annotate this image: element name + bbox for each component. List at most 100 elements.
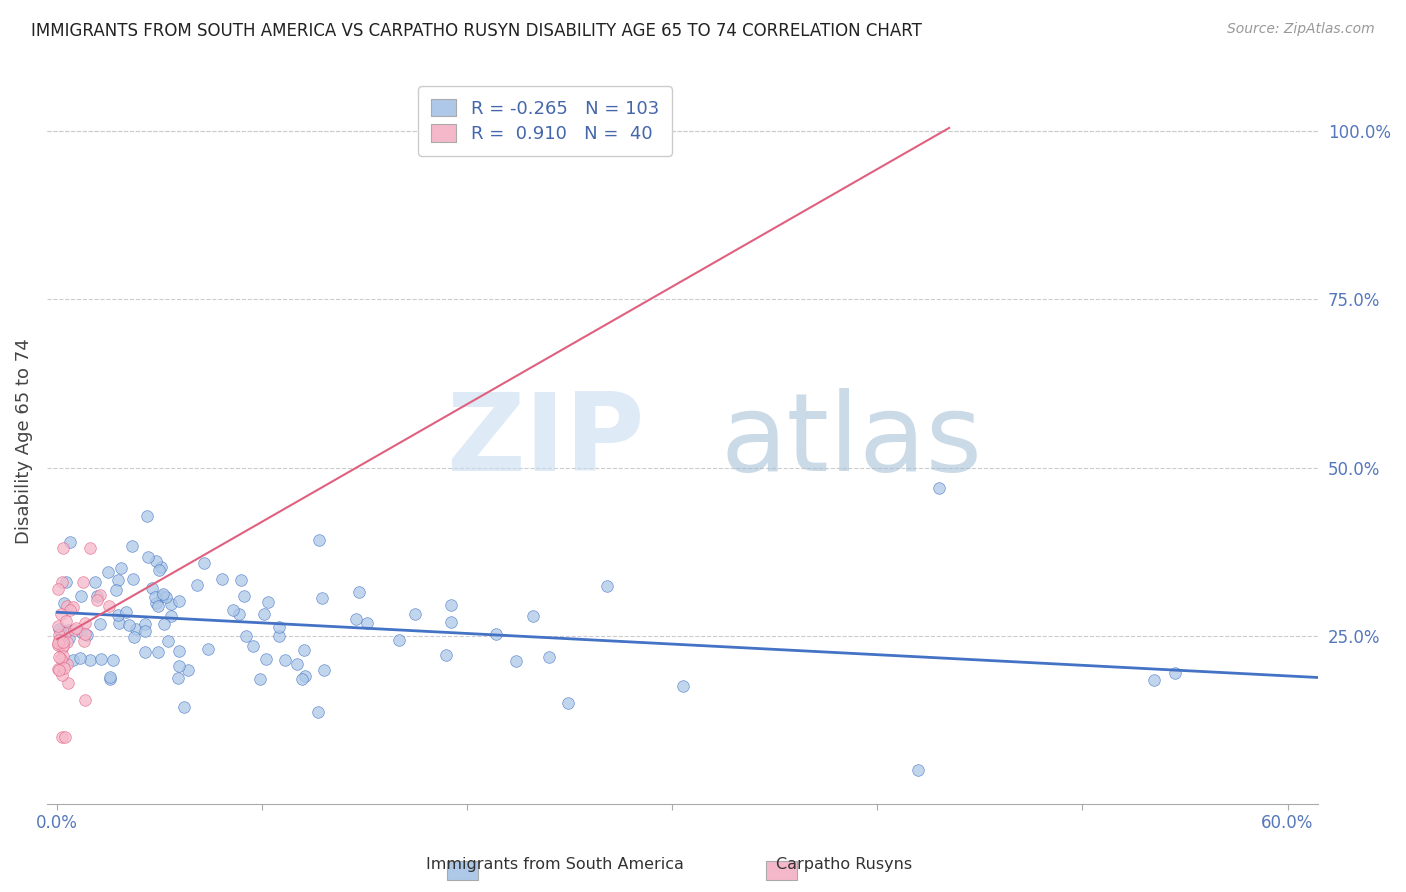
Point	[46, 618, 69, 632]
Point	[672, 679, 695, 693]
Point	[117, 617, 139, 632]
Point	[145, 554, 167, 568]
Point	[48, 632, 70, 647]
Point	[1317, 662, 1340, 676]
Point	[505, 654, 527, 668]
Point	[48, 622, 70, 636]
Point	[53, 626, 76, 640]
Text: ZIP: ZIP	[446, 388, 644, 493]
Point	[307, 706, 329, 720]
Point	[197, 641, 219, 656]
Point	[148, 599, 170, 613]
Point	[167, 644, 190, 658]
Point	[83, 575, 105, 590]
Point	[55, 575, 77, 590]
Point	[356, 616, 378, 631]
Point	[52, 648, 75, 663]
Point	[267, 629, 290, 643]
Point	[485, 626, 508, 640]
Point	[108, 616, 131, 631]
Point	[97, 565, 120, 579]
Point	[52, 541, 75, 556]
Point	[48, 628, 70, 642]
Point	[134, 645, 156, 659]
Point	[122, 573, 145, 587]
Point	[1143, 673, 1166, 687]
Point	[69, 651, 91, 665]
Point	[65, 621, 87, 635]
Point	[440, 615, 463, 630]
Point	[145, 596, 167, 610]
Point	[148, 563, 170, 577]
Point	[176, 663, 198, 677]
Point	[48, 663, 70, 677]
Point	[125, 622, 148, 636]
Point	[51, 641, 73, 656]
Point	[73, 692, 96, 706]
Point	[75, 626, 97, 640]
Point	[51, 574, 73, 589]
Point	[269, 620, 291, 634]
Point	[152, 587, 174, 601]
Point	[146, 645, 169, 659]
Point	[928, 481, 950, 495]
Point	[231, 573, 253, 587]
Point	[101, 653, 124, 667]
Point	[134, 624, 156, 639]
Point	[52, 635, 75, 649]
Point	[134, 617, 156, 632]
Point	[434, 648, 457, 662]
Point	[311, 591, 333, 605]
Point	[557, 696, 579, 710]
Point	[141, 581, 163, 595]
Point	[121, 539, 143, 553]
Point	[596, 579, 619, 593]
Point	[138, 549, 160, 564]
Point	[404, 607, 426, 621]
Point	[115, 605, 138, 619]
Y-axis label: Disability Age 65 to 74: Disability Age 65 to 74	[15, 338, 32, 543]
Point	[86, 592, 108, 607]
Point	[186, 578, 208, 592]
Point	[349, 584, 371, 599]
Point	[107, 573, 129, 587]
Point	[173, 700, 195, 714]
Point	[51, 730, 73, 744]
Point	[98, 670, 121, 684]
Point	[167, 659, 190, 673]
Point	[249, 672, 271, 686]
Point	[308, 533, 330, 548]
Point	[522, 609, 544, 624]
Point	[149, 560, 172, 574]
Point	[160, 608, 183, 623]
Point	[46, 582, 69, 596]
Point	[58, 623, 80, 637]
Point	[211, 572, 233, 586]
Text: atlas: atlas	[721, 388, 983, 493]
Text: IMMIGRANTS FROM SOUTH AMERICA VS CARPATHO RUSYN DISABILITY AGE 65 TO 74 CORRELAT: IMMIGRANTS FROM SOUTH AMERICA VS CARPATH…	[31, 22, 922, 40]
Point	[52, 596, 75, 610]
Point	[156, 633, 179, 648]
Point	[228, 607, 250, 621]
Point	[122, 630, 145, 644]
Point	[222, 603, 245, 617]
Point	[167, 593, 190, 607]
Point	[89, 588, 111, 602]
Point	[155, 591, 177, 605]
Point	[294, 669, 316, 683]
Point	[150, 590, 173, 604]
Point	[257, 595, 280, 609]
Point	[104, 583, 127, 598]
Point	[143, 590, 166, 604]
Point	[98, 599, 121, 614]
Point	[86, 590, 108, 604]
Point	[70, 624, 93, 639]
Text: Source: ZipAtlas.com: Source: ZipAtlas.com	[1227, 22, 1375, 37]
Point	[69, 589, 91, 603]
Point	[159, 597, 181, 611]
Point	[193, 556, 215, 570]
Point	[344, 612, 367, 626]
Point	[253, 607, 276, 622]
Point	[167, 671, 190, 685]
Legend: R = -0.265   N = 103, R =  0.910   N =  40: R = -0.265 N = 103, R = 0.910 N = 40	[418, 87, 672, 156]
